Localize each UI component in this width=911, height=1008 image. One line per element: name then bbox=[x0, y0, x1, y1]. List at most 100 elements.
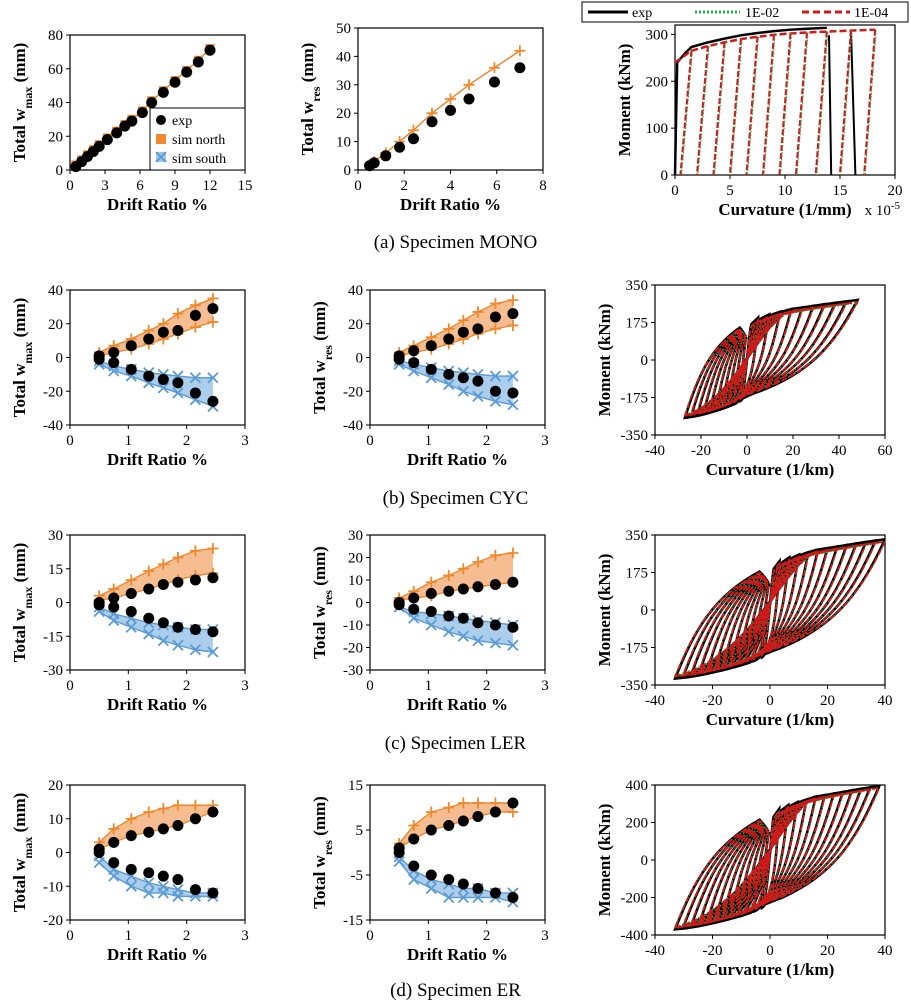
chart-b2: 0 1 2 3 -40 -20 0 20 40 Drift Ratio % Total wres (… bbox=[300, 275, 560, 475]
y-tick-label: -175 bbox=[621, 391, 649, 407]
exp-point bbox=[189, 574, 201, 586]
exp-point bbox=[489, 385, 501, 397]
sim-south-point bbox=[125, 621, 137, 633]
sim-north-point bbox=[507, 547, 519, 559]
sim-south-point bbox=[443, 891, 455, 904]
x-tick-label: 9 bbox=[171, 178, 179, 194]
y-tick-label: 20 bbox=[48, 778, 63, 794]
sim-1e04-loop bbox=[761, 807, 781, 908]
y-tick-label: 0 bbox=[641, 603, 649, 619]
exp-point bbox=[189, 387, 201, 399]
sim-unload-1e02 bbox=[796, 32, 809, 176]
exp-point bbox=[126, 115, 138, 127]
chart-a2: 0 2 4 6 8 0 10 20 30 40 50 Drift Ratio % Total wres … bbox=[298, 20, 560, 220]
exp-point bbox=[108, 836, 120, 848]
exp-point bbox=[143, 583, 155, 595]
x-axis-multiplier: x 10-5 bbox=[865, 200, 901, 219]
exp-point bbox=[207, 395, 219, 407]
y-tick-label: 20 bbox=[348, 317, 363, 333]
sim-south-point bbox=[408, 612, 420, 624]
sim-south-lower-line bbox=[398, 606, 514, 646]
x-tick-label: 2 bbox=[183, 678, 191, 694]
x-tick-label: 4 bbox=[447, 178, 455, 194]
sim-north-point bbox=[172, 308, 184, 320]
sim-north-point bbox=[443, 802, 455, 813]
sim-north-point bbox=[472, 797, 484, 809]
legend-north-marker bbox=[156, 134, 166, 144]
y-tick-label: 40 bbox=[48, 283, 63, 299]
x-tick-label: 1 bbox=[125, 678, 133, 694]
exp-point bbox=[457, 878, 469, 890]
exp-point bbox=[507, 892, 519, 903]
sim-north-band bbox=[99, 805, 213, 850]
x-tick-label: 3 bbox=[101, 178, 109, 194]
sim-unload-1e04 bbox=[863, 29, 877, 176]
exp-point bbox=[143, 370, 155, 382]
exp-point bbox=[472, 323, 484, 335]
exp-point bbox=[189, 813, 201, 825]
x-tick-label: 1 bbox=[125, 433, 133, 449]
y-axis-label: Moment (kNm) bbox=[595, 304, 614, 417]
exp-point bbox=[169, 76, 181, 88]
y-axis-label: Moment (kNm) bbox=[595, 804, 614, 917]
sim-north-point bbox=[189, 799, 201, 811]
sim-unload-1e02 bbox=[763, 34, 776, 176]
exp-point bbox=[172, 377, 184, 389]
x-tick-label: 0 bbox=[766, 943, 774, 959]
sim-south-point bbox=[393, 855, 405, 868]
sim-1e04-loop bbox=[673, 786, 881, 929]
y-tick-label: 10 bbox=[336, 135, 351, 151]
exp-point bbox=[457, 326, 469, 338]
x-tick-label: 3 bbox=[541, 678, 549, 694]
x-tick-label: 0 bbox=[766, 693, 774, 709]
sim-south-band bbox=[99, 607, 213, 652]
sim-south-point bbox=[443, 626, 455, 638]
y-tick-label: 60 bbox=[48, 62, 63, 78]
exp-point bbox=[507, 387, 519, 399]
x-tick-label: 0 bbox=[743, 443, 751, 459]
y-tick-label: 40 bbox=[336, 49, 351, 65]
sim-north-point bbox=[125, 574, 137, 586]
exp-point bbox=[157, 373, 169, 385]
sim-1e04-loop bbox=[689, 789, 863, 926]
y-tick-label: -20 bbox=[43, 913, 63, 929]
sim-south-point bbox=[443, 378, 455, 391]
x-tick-label: 15 bbox=[833, 183, 848, 199]
exp-point bbox=[368, 157, 380, 169]
hysteresis-loops bbox=[673, 785, 882, 931]
exp-point bbox=[204, 44, 216, 56]
y-tick-label: 0 bbox=[344, 163, 352, 179]
y-tick-label: 175 bbox=[626, 566, 649, 582]
y-tick-label: -15 bbox=[43, 629, 63, 645]
exp-point bbox=[108, 601, 120, 613]
x-tick-label: -20 bbox=[691, 443, 711, 459]
sim-north-upper-line bbox=[398, 552, 514, 599]
legend-exp-label: exp bbox=[632, 6, 652, 21]
sim-unload-1e04 bbox=[695, 46, 710, 176]
chart-d3: -40 -20 0 20 40 -400 -200 0 200 400 Curvature (1/k… bbox=[580, 770, 911, 979]
y-tick-label: 80 bbox=[48, 28, 63, 44]
x-tick-label: 0 bbox=[671, 183, 679, 199]
y-tick-label: 350 bbox=[626, 528, 649, 544]
chart-d1: 0 1 2 3 -20 -10 0 10 20 Drift Ratio % Total wmax (… bbox=[0, 770, 280, 970]
top-legend: exp 1E-02 1E-04 bbox=[581, 1, 909, 23]
y-tick-label: 30 bbox=[348, 528, 363, 544]
y-tick-label: 200 bbox=[626, 816, 649, 832]
exp-point bbox=[443, 874, 455, 885]
sim-north-point bbox=[443, 323, 455, 335]
y-axis-label: Total wres (mm) bbox=[310, 301, 335, 414]
sim-south-point bbox=[457, 385, 469, 397]
sim-north-band bbox=[399, 553, 513, 601]
sim-south-point bbox=[172, 890, 184, 903]
x-tick-label: -20 bbox=[703, 693, 723, 709]
sim-north-point bbox=[207, 316, 219, 328]
exp-point bbox=[489, 887, 501, 899]
x-tick-label: 2 bbox=[183, 433, 191, 449]
sim-north-point bbox=[172, 552, 184, 563]
x-tick-label: 0 bbox=[66, 178, 74, 194]
sim-1e04-loop bbox=[683, 301, 860, 417]
sim-1e04-loop bbox=[729, 551, 820, 667]
x-axis-label: Curvature (1/km) bbox=[706, 460, 835, 479]
sim-south-point bbox=[125, 880, 137, 892]
hysteresis-loops bbox=[673, 537, 885, 681]
